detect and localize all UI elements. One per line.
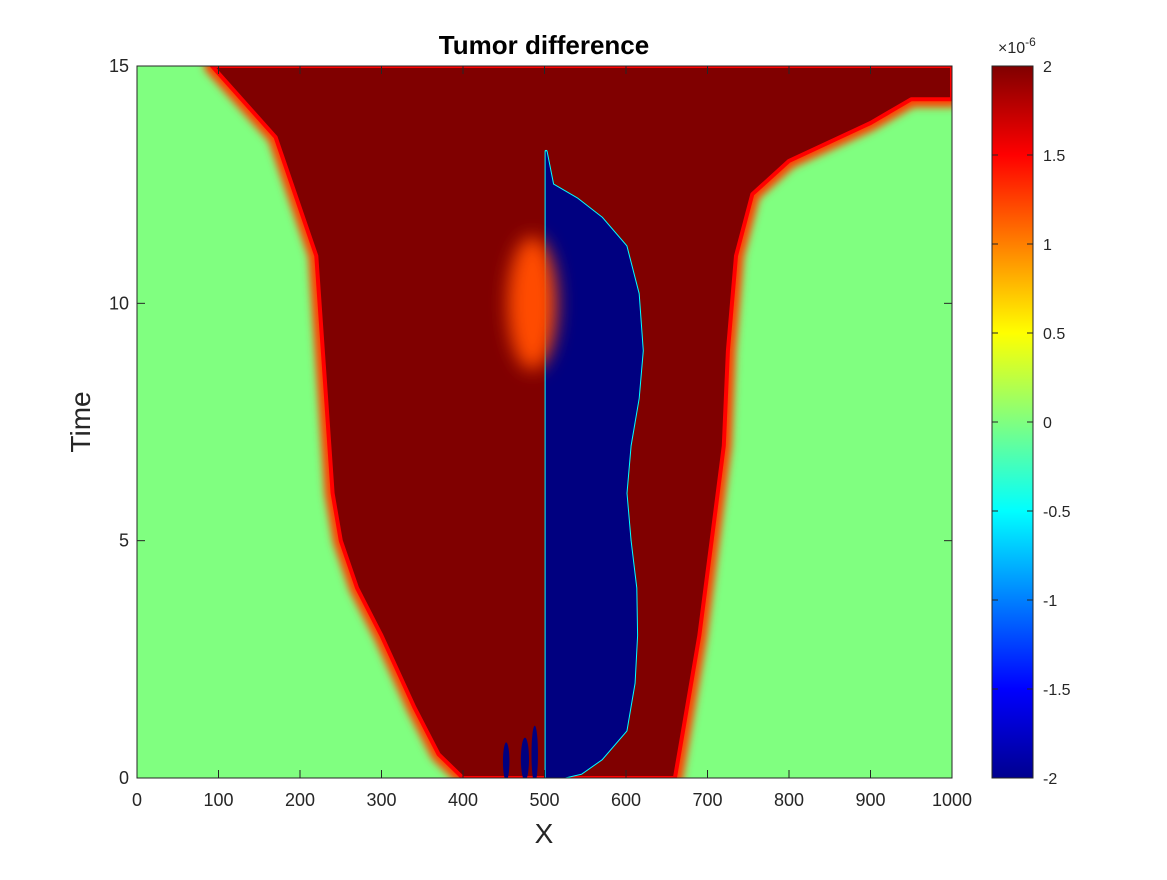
colorbar-tick-label: 0.5 <box>1043 326 1065 343</box>
chart-title: Tumor difference <box>439 30 649 60</box>
x-tick-label: 400 <box>448 790 478 810</box>
x-tick-label: 300 <box>366 790 396 810</box>
x-tick-label: 500 <box>529 790 559 810</box>
colorbar-tick-label: 1.5 <box>1043 148 1065 165</box>
colorbar: -2 -1.5 -1 -0.5 0 0.5 1 1.5 2 ×10-6 <box>991 35 1071 788</box>
x-tick-label: 700 <box>692 790 722 810</box>
negative-spike <box>531 725 538 778</box>
y-tick-label: 5 <box>119 531 129 551</box>
y-tick-label: 10 <box>109 293 129 313</box>
mid-positive-blob <box>507 236 557 370</box>
plot-area <box>136 65 953 779</box>
colorbar-tick-label: 0 <box>1043 415 1052 432</box>
x-tick-label: 0 <box>132 790 142 810</box>
colorbar-gradient <box>991 65 1034 779</box>
x-tick-label: 100 <box>203 790 233 810</box>
x-tick-label: 1000 <box>932 790 972 810</box>
colorbar-tick-label: -1.5 <box>1043 682 1071 699</box>
negative-spike <box>502 742 510 778</box>
colorbar-tick-label: 1 <box>1043 237 1052 254</box>
colorbar-multiplier-base: ×10 <box>998 40 1025 57</box>
colorbar-ticks: -2 -1.5 -1 -0.5 0 0.5 1 1.5 2 <box>992 59 1071 788</box>
y-tick-label: 0 <box>119 768 129 788</box>
negative-spike <box>520 737 530 778</box>
colorbar-multiplier: ×10-6 <box>998 35 1036 57</box>
x-axis-label: X <box>535 818 554 849</box>
colorbar-tick-label: -2 <box>1043 771 1057 788</box>
y-tick-label: 15 <box>109 56 129 76</box>
x-tick-label: 600 <box>611 790 641 810</box>
x-tick-label: 800 <box>774 790 804 810</box>
colorbar-multiplier-exponent: -6 <box>1025 35 1036 49</box>
x-tick-label: 900 <box>855 790 885 810</box>
y-axis: 0 5 10 15 <box>109 56 952 788</box>
y-axis-label: Time <box>65 391 96 452</box>
negative-region <box>545 151 643 778</box>
colorbar-tick-label: -1 <box>1043 593 1057 610</box>
x-tick-label: 200 <box>285 790 315 810</box>
colorbar-tick-label: 2 <box>1043 59 1052 76</box>
colorbar-tick-label: -0.5 <box>1043 504 1071 521</box>
heatmap-regions <box>204 66 952 778</box>
x-axis: 0 100 200 300 400 500 600 700 800 900 1000 <box>132 66 972 810</box>
